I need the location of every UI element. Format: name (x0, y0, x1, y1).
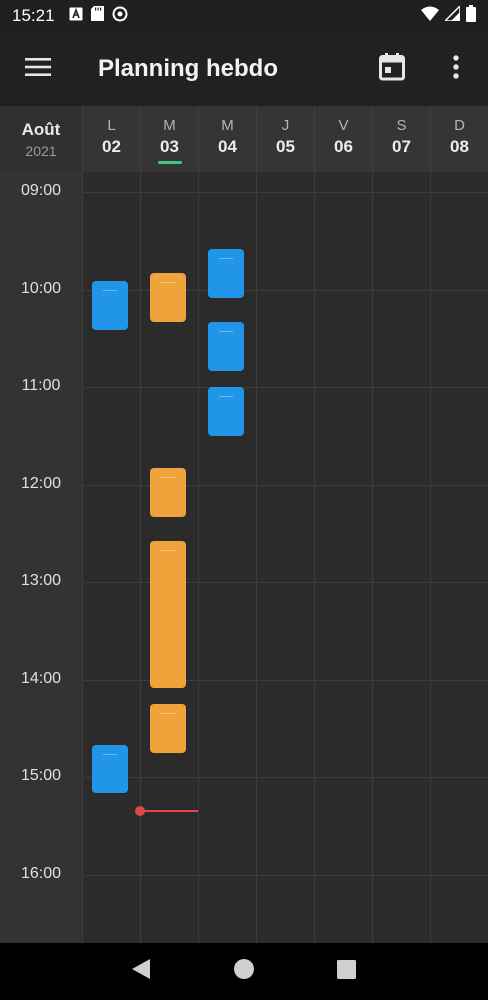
hour-line (82, 679, 488, 681)
current-time-line (140, 810, 198, 813)
event-title-placeholder (103, 290, 117, 292)
day-number: 08 (450, 137, 469, 156)
column-divider (198, 172, 199, 943)
back-icon (131, 958, 151, 985)
home-icon (233, 959, 254, 984)
battery-icon (466, 5, 476, 27)
hour-label: 16:00 (20, 864, 62, 882)
day-letter: J (281, 117, 290, 134)
hour-label: 09:00 (20, 182, 62, 199)
event-block[interactable] (92, 744, 128, 794)
hour-line (82, 582, 488, 583)
hour-line (82, 484, 488, 486)
recents-icon (337, 959, 357, 984)
event-block[interactable] (208, 322, 244, 371)
column-divider (372, 172, 373, 943)
hour-label: 12:00 (20, 474, 62, 492)
do-not-disturb-icon (112, 6, 128, 27)
current-time-dot (135, 806, 145, 817)
day-number: 07 (392, 137, 411, 156)
today-button[interactable] (360, 32, 424, 106)
column-divider (256, 172, 257, 943)
event-block[interactable] (150, 273, 186, 322)
hour-label: 14:00 (20, 669, 62, 687)
hour-label: 10:00 (20, 279, 62, 297)
wifi-icon (421, 6, 439, 26)
hour-line (82, 387, 488, 388)
column-divider (82, 172, 83, 943)
system-nav-bar (0, 943, 488, 1000)
hour-label: 13:00 (20, 572, 62, 589)
hour-line (82, 289, 488, 291)
column-divider (140, 172, 141, 943)
event-block[interactable] (150, 703, 186, 753)
hour-line (82, 192, 488, 193)
back-button[interactable] (121, 952, 161, 992)
hour-label: 15:00 (20, 767, 62, 784)
day-number: 02 (102, 137, 121, 156)
event-block[interactable] (150, 468, 186, 517)
day-letter: V (338, 117, 349, 134)
event-title-placeholder (161, 282, 175, 284)
day-letter: M (221, 117, 234, 134)
month-year: 2021 (25, 142, 57, 159)
signal-icon (443, 4, 461, 26)
hour-gutter: 09:00 10:00 11:00 12:00 13:00 14:00 15:00 16:00 (0, 172, 82, 943)
app-bar: Planning hebdo (0, 32, 488, 106)
day-header-03[interactable]: M 03 (140, 106, 198, 172)
day-number: 05 (276, 137, 295, 156)
more-options-button[interactable] (424, 32, 488, 106)
column-divider (314, 172, 315, 943)
menu-button[interactable] (0, 32, 76, 106)
hour-label: 11:00 (21, 377, 61, 394)
hamburger-menu-icon (25, 57, 51, 82)
week-day-header: Août 2021 L 02 M 03 M 04 J 05 V 06 S 07 D 08 (0, 106, 488, 172)
day-letter: S (396, 117, 407, 134)
day-header-06[interactable]: V 06 (314, 106, 372, 172)
day-number: 03 (160, 137, 179, 156)
today-indicator (157, 161, 182, 164)
day-number: 04 (218, 137, 237, 156)
calendar-today-icon (379, 52, 405, 86)
event-title-placeholder (161, 712, 175, 714)
event-title-placeholder (219, 396, 233, 397)
letter-a-icon (69, 7, 83, 26)
day-letter: D (454, 117, 465, 134)
column-divider (430, 172, 431, 943)
page-title: Planning hebdo (98, 55, 278, 82)
day-letter: M (163, 117, 176, 134)
home-button[interactable] (224, 952, 264, 992)
day-letter: L (107, 117, 116, 134)
day-header-08[interactable]: D 08 (430, 106, 488, 172)
month-name: Août (21, 119, 61, 139)
event-block[interactable] (208, 248, 244, 298)
day-number: 06 (334, 137, 353, 156)
hour-line (82, 777, 488, 778)
status-time: 15:21 (12, 6, 55, 25)
event-block[interactable] (92, 281, 128, 331)
event-block[interactable] (150, 541, 186, 688)
event-title-placeholder (161, 550, 175, 552)
hour-line (82, 874, 488, 876)
event-title-placeholder (161, 477, 175, 479)
recents-button[interactable] (327, 952, 367, 992)
day-header-05[interactable]: J 05 (256, 106, 314, 172)
day-header-07[interactable]: S 07 (372, 106, 430, 172)
day-header-04[interactable]: M 04 (198, 106, 256, 172)
day-header-02[interactable]: L 02 (82, 106, 140, 172)
event-title-placeholder (219, 257, 233, 259)
event-title-placeholder (219, 331, 233, 332)
sd-card-icon (90, 6, 104, 26)
event-title-placeholder (103, 753, 117, 755)
week-grid[interactable]: 09:00 10:00 11:00 12:00 13:00 14:00 15:00 16:00 (0, 172, 488, 943)
more-vert-icon (453, 54, 459, 84)
status-bar: 15:21 (0, 0, 488, 32)
month-label: Août 2021 (0, 106, 82, 172)
event-block[interactable] (208, 387, 244, 436)
